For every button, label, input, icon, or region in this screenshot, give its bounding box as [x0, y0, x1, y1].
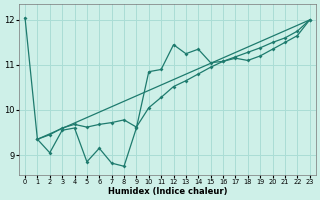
X-axis label: Humidex (Indice chaleur): Humidex (Indice chaleur) — [108, 187, 227, 196]
